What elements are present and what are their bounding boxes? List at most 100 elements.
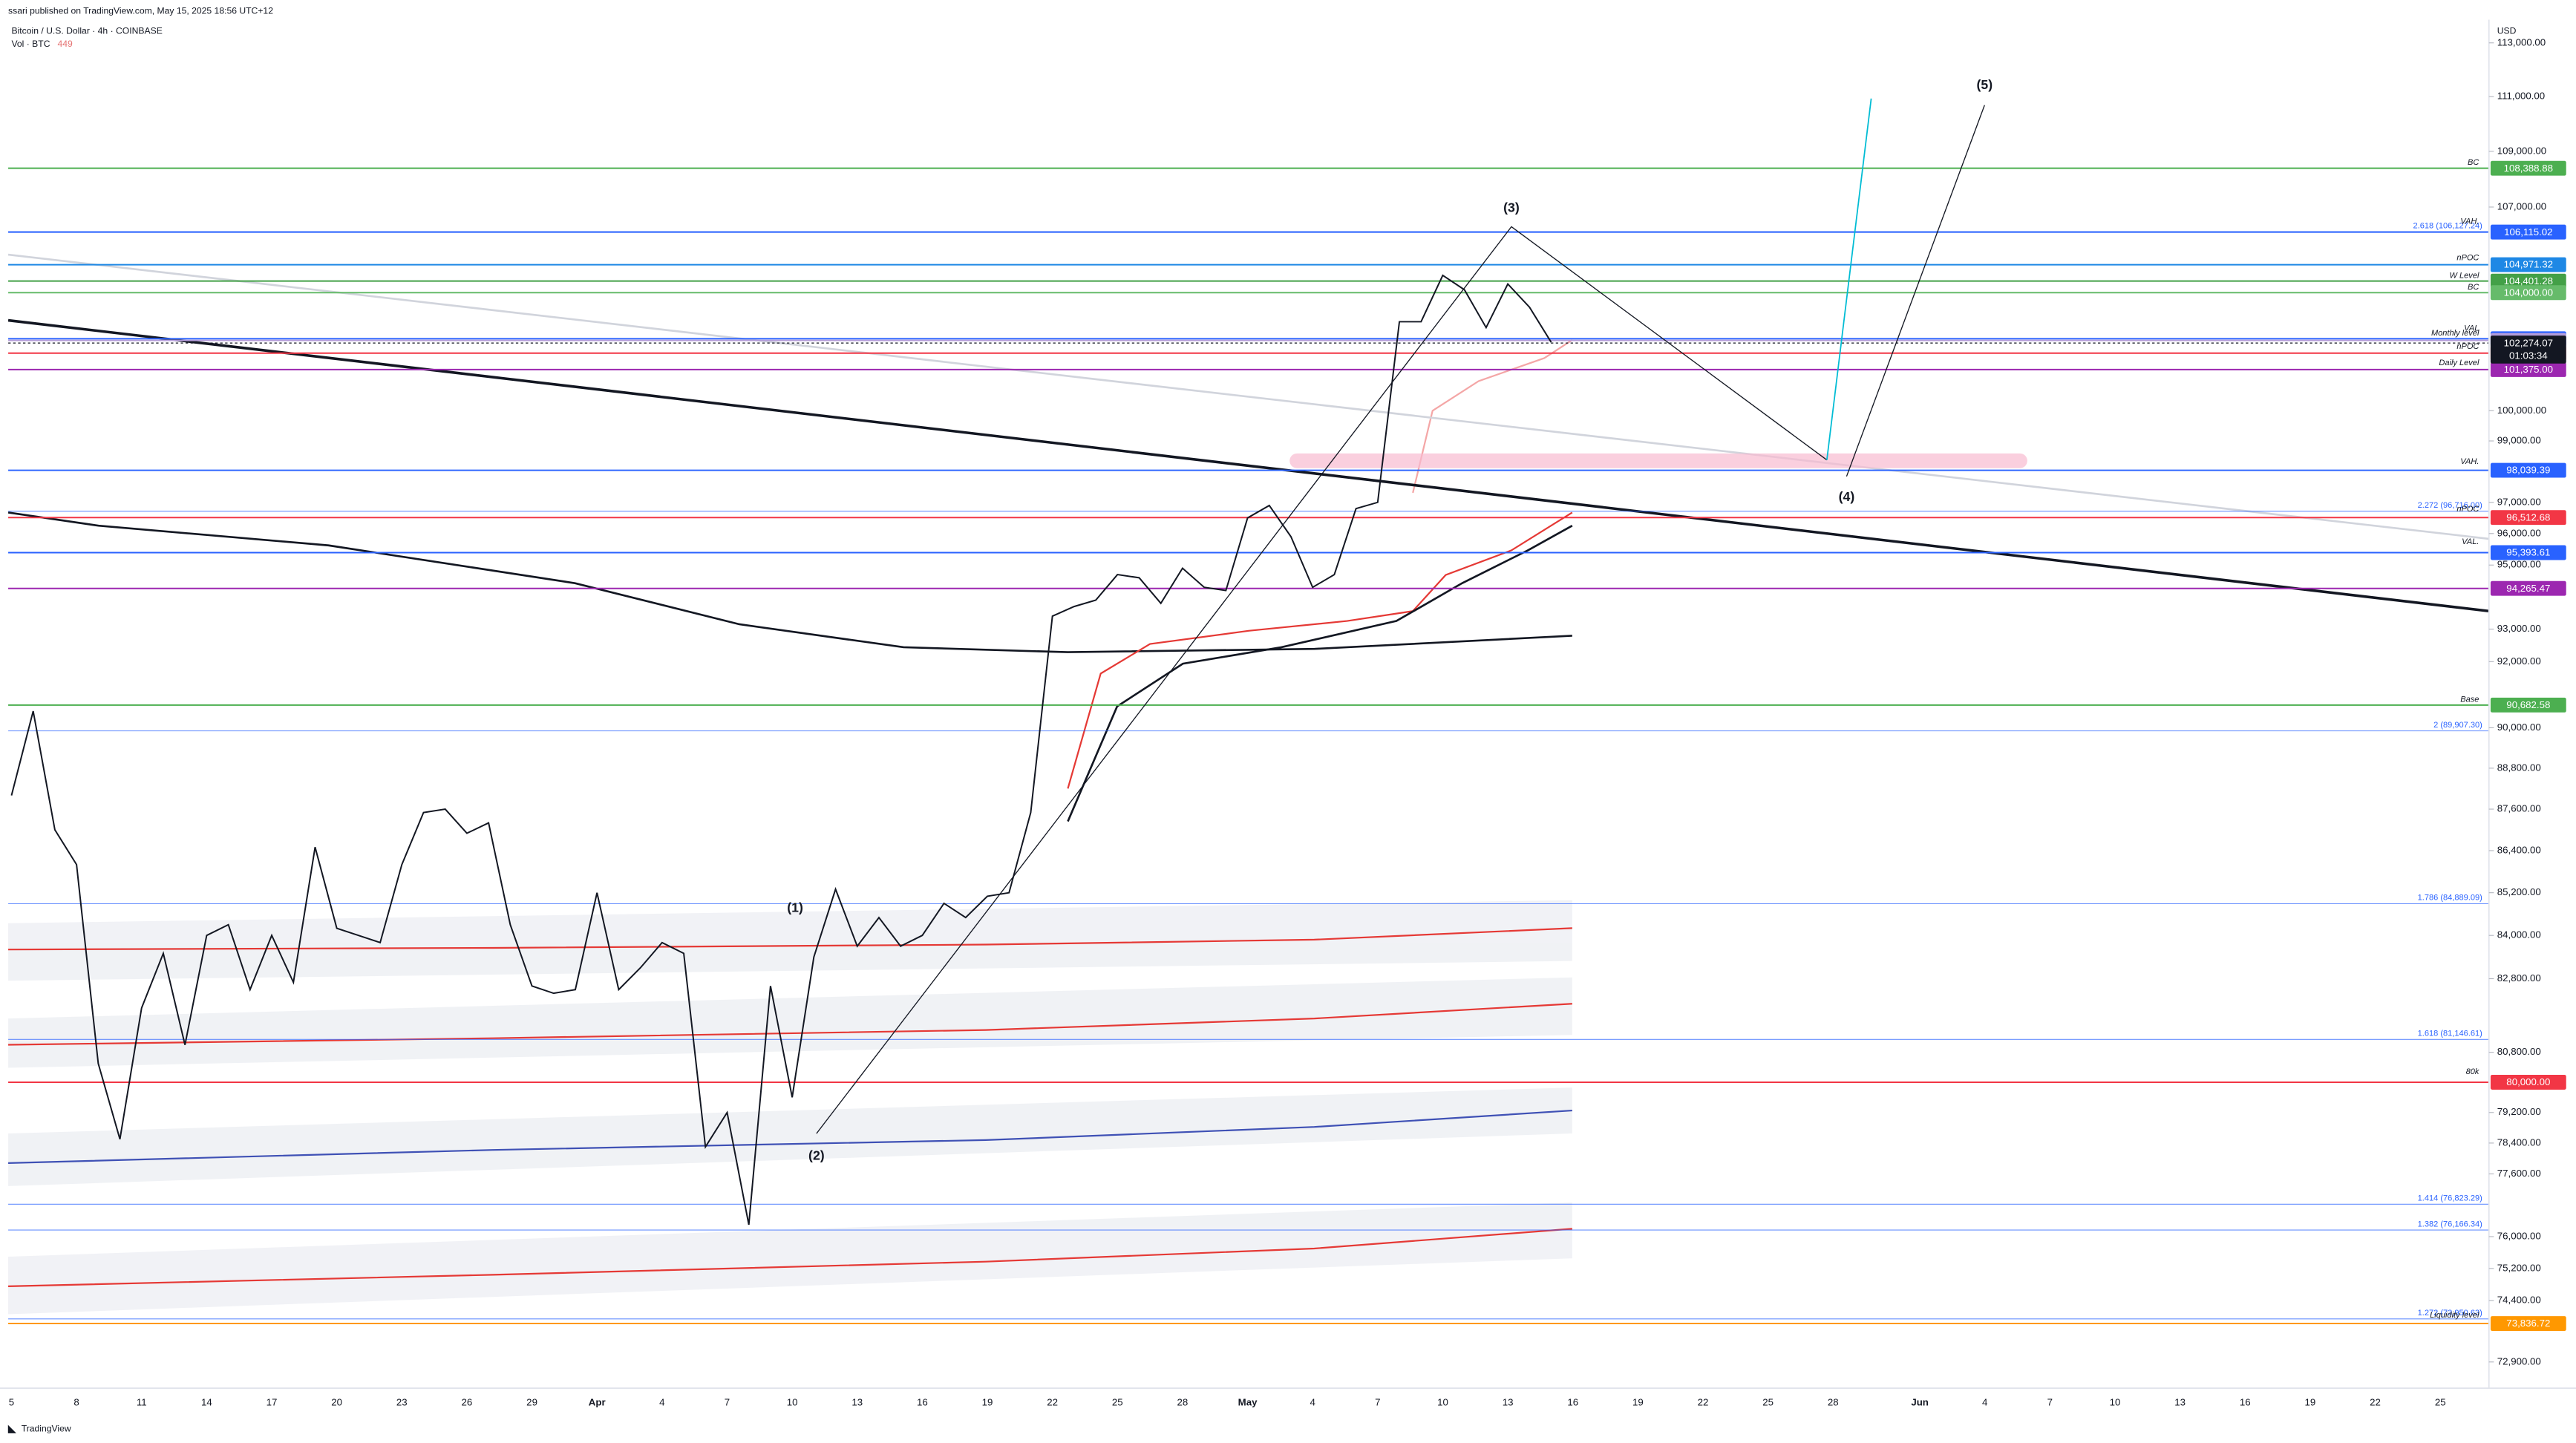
price-label-bg	[2490, 510, 2566, 526]
price-tick-label: 79,200.00	[2497, 1106, 2541, 1117]
date-label: 4	[659, 1396, 664, 1407]
annotation: W Level	[2450, 272, 2479, 281]
date-label: 22	[1047, 1396, 1058, 1407]
price-tick-label: 97,000.00	[2497, 496, 2541, 507]
date-label: 4	[1982, 1396, 1987, 1407]
annotation: VAL.	[2462, 537, 2479, 546]
date-label: 7	[725, 1396, 730, 1407]
wave-label: (2)	[808, 1148, 825, 1163]
date-label: 25	[2435, 1396, 2446, 1407]
ma-line	[1067, 525, 1573, 822]
date-label: 19	[1632, 1396, 1644, 1407]
date-label: 16	[2240, 1396, 2251, 1407]
wave-line	[1846, 105, 1985, 477]
price-tick-label: 99,000.00	[2497, 435, 2541, 446]
price-tick-label: 76,000.00	[2497, 1230, 2541, 1241]
wave-label: (4)	[1839, 489, 1855, 504]
price-label: 104,401.28	[2504, 275, 2553, 287]
price-label: 95,393.61	[2506, 547, 2550, 558]
price-tick-label: 77,600.00	[2497, 1168, 2541, 1179]
wave-line	[816, 226, 1828, 1134]
date-label: 20	[331, 1396, 342, 1407]
date-label: 25	[1762, 1396, 1774, 1407]
fib-label: 1.786 (84,889.09)	[2418, 894, 2482, 903]
annotation: BC	[2468, 283, 2479, 292]
price-tick-label: 92,000.00	[2497, 655, 2541, 667]
fib-label: 2 (89,907.30)	[2433, 721, 2482, 730]
date-label: 10	[787, 1396, 798, 1407]
price-tick-label: 96,000.00	[2497, 527, 2541, 538]
date-label: 13	[851, 1396, 863, 1407]
date-label: 7	[1375, 1396, 1380, 1407]
ma-line	[1067, 511, 1573, 789]
date-label: 22	[1698, 1396, 1709, 1407]
ma-line	[8, 1003, 1572, 1046]
price-label: 101,375.00	[2504, 364, 2553, 375]
annotation: VAH.	[2460, 217, 2479, 226]
price-label: 106,115.02	[2504, 226, 2552, 238]
price-label-bg	[2490, 1075, 2566, 1090]
date-label: 16	[1567, 1396, 1578, 1407]
logo: ◣	[7, 1423, 16, 1434]
wave-line	[1825, 98, 1872, 460]
symbol: Bitcoin / U.S. Dollar · 4h · COINBASE	[11, 25, 162, 36]
date-label: 28	[1828, 1396, 1839, 1407]
date-label: 26	[462, 1396, 473, 1407]
price-tick-label: 95,000.00	[2497, 559, 2541, 570]
date-label: Apr	[589, 1396, 606, 1407]
price-label-bg	[2490, 160, 2566, 176]
price-tick-label: 113,000.00	[2497, 36, 2546, 48]
trendline	[7, 318, 2489, 613]
price-tick-label: 93,000.00	[2497, 623, 2541, 634]
ma-line	[8, 927, 1572, 951]
price-label-bg	[2490, 285, 2566, 301]
axes: 113,000.00 111,000.00 109,000.00 107,000.00…	[9, 36, 2566, 1408]
zone	[1289, 453, 2027, 468]
trendline	[7, 253, 2489, 540]
annotation: BC	[2468, 158, 2479, 167]
fib-label: 1.618 (81,146.61)	[2418, 1029, 2482, 1038]
fib-label: 1.382 (76,166.34)	[2418, 1220, 2482, 1228]
price-label: 108,388.88	[2504, 163, 2553, 174]
wave-label: (5)	[1977, 77, 1993, 92]
publisher: ssari published on TradingView.com, May …	[8, 6, 273, 16]
price-tick-label: 80,800.00	[2497, 1046, 2541, 1057]
date-label: 17	[267, 1396, 278, 1407]
price-label: 98,039.39	[2506, 465, 2550, 476]
date-label: 8	[73, 1396, 79, 1407]
date-label: 19	[2305, 1396, 2316, 1407]
date-label: 22	[2370, 1396, 2381, 1407]
annotation: nPOC	[2456, 253, 2479, 262]
band	[8, 977, 1572, 1068]
annotation: VAH.	[2460, 457, 2479, 466]
price-tick-label: 84,000.00	[2497, 929, 2541, 940]
price-label-bg	[2490, 697, 2566, 713]
annotation: VAL	[2464, 324, 2479, 333]
price-label-bg	[2490, 580, 2566, 596]
fib-label: 2.618 (106,127.24)	[2413, 221, 2482, 230]
current-price-bg	[2490, 336, 2566, 364]
ma-line	[8, 1228, 1572, 1287]
price-label-bg	[2490, 273, 2566, 289]
footer-text: TradingView	[22, 1424, 71, 1434]
price-label: 96,512.68	[2506, 511, 2550, 523]
fib-label: 1.272 (73,950.63)	[2418, 1309, 2482, 1318]
date-label: 13	[2174, 1396, 2186, 1407]
price-label: 94,265.47	[2506, 583, 2550, 594]
date-label: 23	[396, 1396, 408, 1407]
price-tick-label: 88,800.00	[2497, 762, 2541, 773]
price-label: 80,000.00	[2506, 1076, 2550, 1087]
price-label-bg	[2490, 545, 2566, 560]
date-label: 10	[2110, 1396, 2121, 1407]
price-tick-label: 78,400.00	[2497, 1136, 2541, 1148]
fib-label: 2.272 (96,716.00)	[2418, 501, 2482, 510]
volume-label: Vol · BTC	[11, 39, 50, 49]
price-tick-label: 90,000.00	[2497, 722, 2541, 733]
annotation: Liquidity level	[2430, 1311, 2479, 1320]
band	[8, 900, 1572, 981]
volume-value: 449	[57, 39, 73, 49]
annotation: nPOC	[2456, 342, 2479, 351]
date-label: 25	[1112, 1396, 1123, 1407]
